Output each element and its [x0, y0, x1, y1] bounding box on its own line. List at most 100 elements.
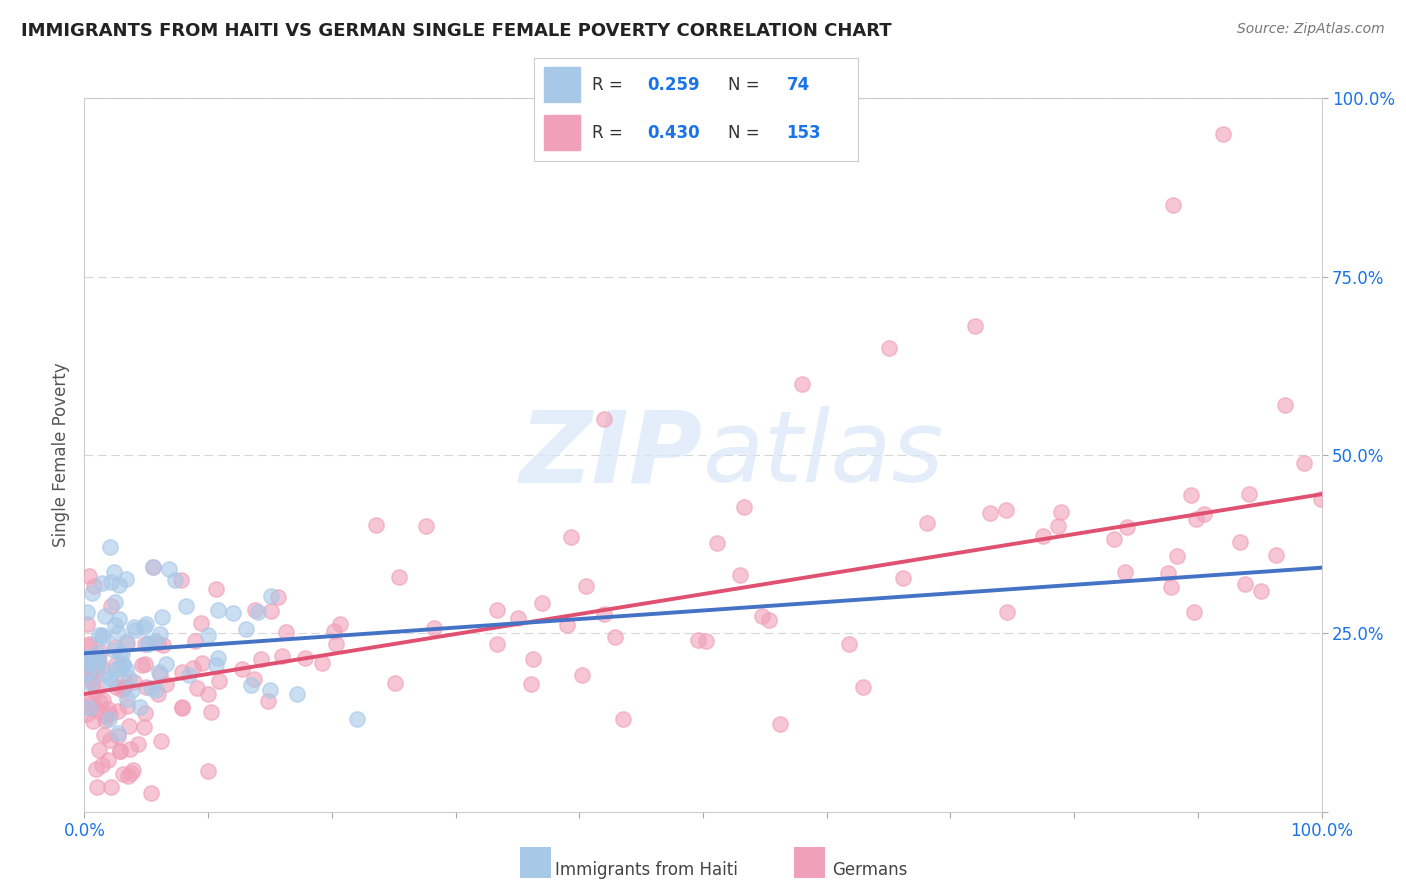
- Point: [142, 560, 165, 574]
- Point: [163, 574, 186, 588]
- Point: [172, 700, 194, 714]
- Point: [77, 672, 100, 686]
- Point: [1274, 398, 1296, 412]
- Point: [170, 699, 193, 714]
- Point: [148, 665, 170, 680]
- Point: [108, 744, 131, 758]
- Point: [384, 675, 406, 690]
- Point: [131, 658, 153, 673]
- Point: [571, 667, 593, 681]
- Point: [132, 619, 155, 633]
- Point: [134, 637, 156, 651]
- Point: [155, 676, 177, 690]
- Point: [87, 742, 110, 756]
- Point: [112, 657, 135, 672]
- Point: [112, 673, 135, 688]
- Point: [105, 681, 128, 695]
- Point: [118, 719, 141, 733]
- Point: [89, 628, 111, 642]
- Text: Source: ZipAtlas.com: Source: ZipAtlas.com: [1237, 22, 1385, 37]
- Point: [152, 638, 174, 652]
- Point: [222, 606, 245, 620]
- Point: [87, 654, 110, 668]
- Point: [98, 671, 121, 685]
- Point: [1116, 520, 1139, 534]
- Point: [560, 530, 582, 544]
- Point: [94, 666, 117, 681]
- Point: [86, 762, 108, 776]
- Point: [89, 644, 111, 658]
- Point: [76, 666, 98, 681]
- Point: [1294, 456, 1316, 470]
- Point: [83, 579, 105, 593]
- Point: [207, 603, 229, 617]
- Point: [520, 677, 543, 691]
- Point: [83, 670, 105, 684]
- Point: [76, 706, 98, 721]
- Point: [100, 599, 122, 614]
- Point: [246, 605, 269, 619]
- Point: [77, 639, 100, 653]
- Point: [260, 603, 283, 617]
- FancyBboxPatch shape: [544, 115, 579, 150]
- Point: [1229, 535, 1251, 549]
- Point: [1157, 566, 1180, 580]
- Point: [877, 341, 900, 355]
- Point: [1166, 549, 1188, 564]
- Point: [728, 568, 751, 582]
- Point: [82, 714, 104, 728]
- Point: [197, 628, 219, 642]
- Point: [76, 605, 98, 619]
- Point: [1161, 198, 1184, 212]
- Point: [603, 630, 626, 644]
- Point: [80, 701, 103, 715]
- Point: [117, 692, 139, 706]
- Point: [790, 376, 813, 391]
- Point: [366, 517, 388, 532]
- Point: [121, 763, 143, 777]
- Point: [231, 662, 253, 676]
- Point: [242, 673, 264, 687]
- Point: [110, 647, 132, 661]
- Point: [80, 692, 103, 706]
- Point: [86, 646, 108, 660]
- Point: [1250, 584, 1272, 599]
- Point: [688, 633, 710, 648]
- Point: [157, 561, 180, 575]
- Point: [91, 628, 114, 642]
- Point: [1309, 491, 1331, 506]
- Point: [112, 680, 135, 694]
- Point: [486, 637, 509, 651]
- Point: [98, 540, 121, 554]
- Point: [522, 652, 544, 666]
- Point: [107, 726, 129, 740]
- Point: [111, 647, 134, 661]
- Text: 153: 153: [786, 124, 821, 142]
- Point: [134, 706, 156, 721]
- Point: [1192, 507, 1215, 521]
- Point: [205, 658, 228, 673]
- Point: [155, 657, 177, 671]
- Point: [1265, 548, 1288, 562]
- Point: [1185, 512, 1208, 526]
- Point: [86, 780, 108, 794]
- Point: [311, 656, 333, 670]
- Point: [174, 599, 197, 613]
- Point: [97, 753, 120, 767]
- Text: 0.259: 0.259: [647, 76, 700, 94]
- Point: [205, 582, 228, 597]
- Point: [98, 706, 121, 721]
- Text: Germans: Germans: [832, 861, 908, 879]
- Point: [149, 734, 172, 748]
- Point: [89, 704, 111, 718]
- Point: [90, 758, 112, 772]
- Point: [186, 681, 208, 695]
- Point: [208, 673, 231, 688]
- Point: [979, 506, 1001, 520]
- Point: [114, 635, 136, 649]
- Point: [1046, 519, 1069, 533]
- Point: [1160, 580, 1182, 594]
- Point: [139, 681, 162, 695]
- Point: [190, 616, 212, 631]
- Point: [103, 565, 125, 579]
